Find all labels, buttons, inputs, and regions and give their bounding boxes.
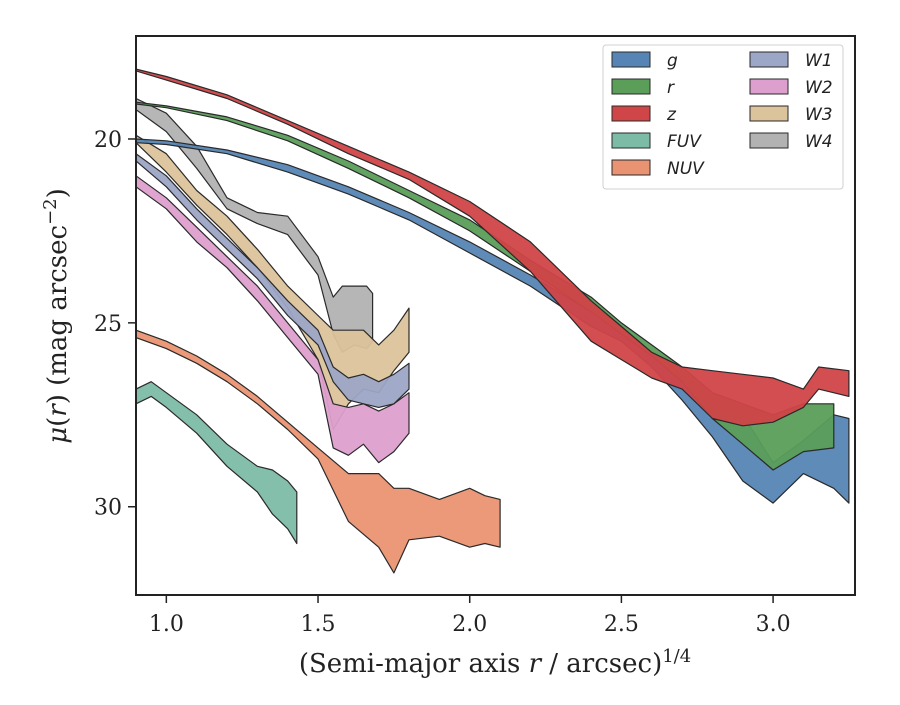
series-layer [136, 68, 850, 574]
legend-swatch-g [611, 51, 651, 68]
x-tick-label: 2.0 [452, 612, 487, 637]
legend-label-g: g [667, 51, 678, 71]
legend-label-nuv: NUV [667, 159, 705, 179]
legend-swatch-w4 [749, 132, 789, 149]
legend-swatch-w1 [749, 51, 789, 68]
x-tick-label: 3.0 [756, 612, 791, 637]
y-tick-label: 30 [94, 496, 122, 521]
series-band-w3 [136, 134, 410, 431]
ticks-layer: 1.0 1.5 2.0 2.5 3.0 20 25 30 [94, 128, 791, 637]
series-band-z [136, 68, 850, 427]
legend-swatch-w2 [749, 78, 789, 95]
legend: grz FUV NUV W1 W2 W3 W4 [602, 44, 844, 190]
legend-swatch-z [611, 105, 651, 122]
legend-label-w2: W2 [805, 78, 833, 98]
series-band-w2 [136, 175, 410, 464]
y-axis-label: μ(r) (mag arcsec−2) [40, 188, 73, 444]
legend-label-fuv: FUV [667, 132, 702, 152]
legend-label-w3: W3 [805, 105, 833, 125]
x-tick-label: 1.5 [301, 612, 336, 637]
y-tick-label: 25 [94, 312, 122, 337]
x-tick-label: 1.0 [149, 612, 184, 637]
series-band-nuv [136, 329, 501, 574]
legend-swatch-r [611, 78, 651, 95]
series-band-r [136, 101, 835, 471]
series-band-fuv [136, 381, 298, 545]
legend-swatch-fuv [611, 132, 651, 149]
legend-swatch-nuv [611, 159, 651, 176]
legend-label-r: r [667, 78, 675, 98]
legend-swatch-w3 [749, 105, 789, 122]
series-band-g [136, 138, 850, 504]
legend-label-w4: W4 [805, 132, 833, 152]
series-band-w4 [136, 97, 374, 353]
y-tick-label: 20 [94, 128, 122, 153]
legend-label-z: z [666, 105, 677, 125]
x-axis-label: (Semi-major axis r / arcsec)1/4 [299, 646, 691, 679]
x-tick-label: 2.5 [604, 612, 639, 637]
legend-label-w1: W1 [805, 51, 833, 71]
plot-frame [135, 35, 856, 596]
series-band-w1 [136, 153, 410, 408]
